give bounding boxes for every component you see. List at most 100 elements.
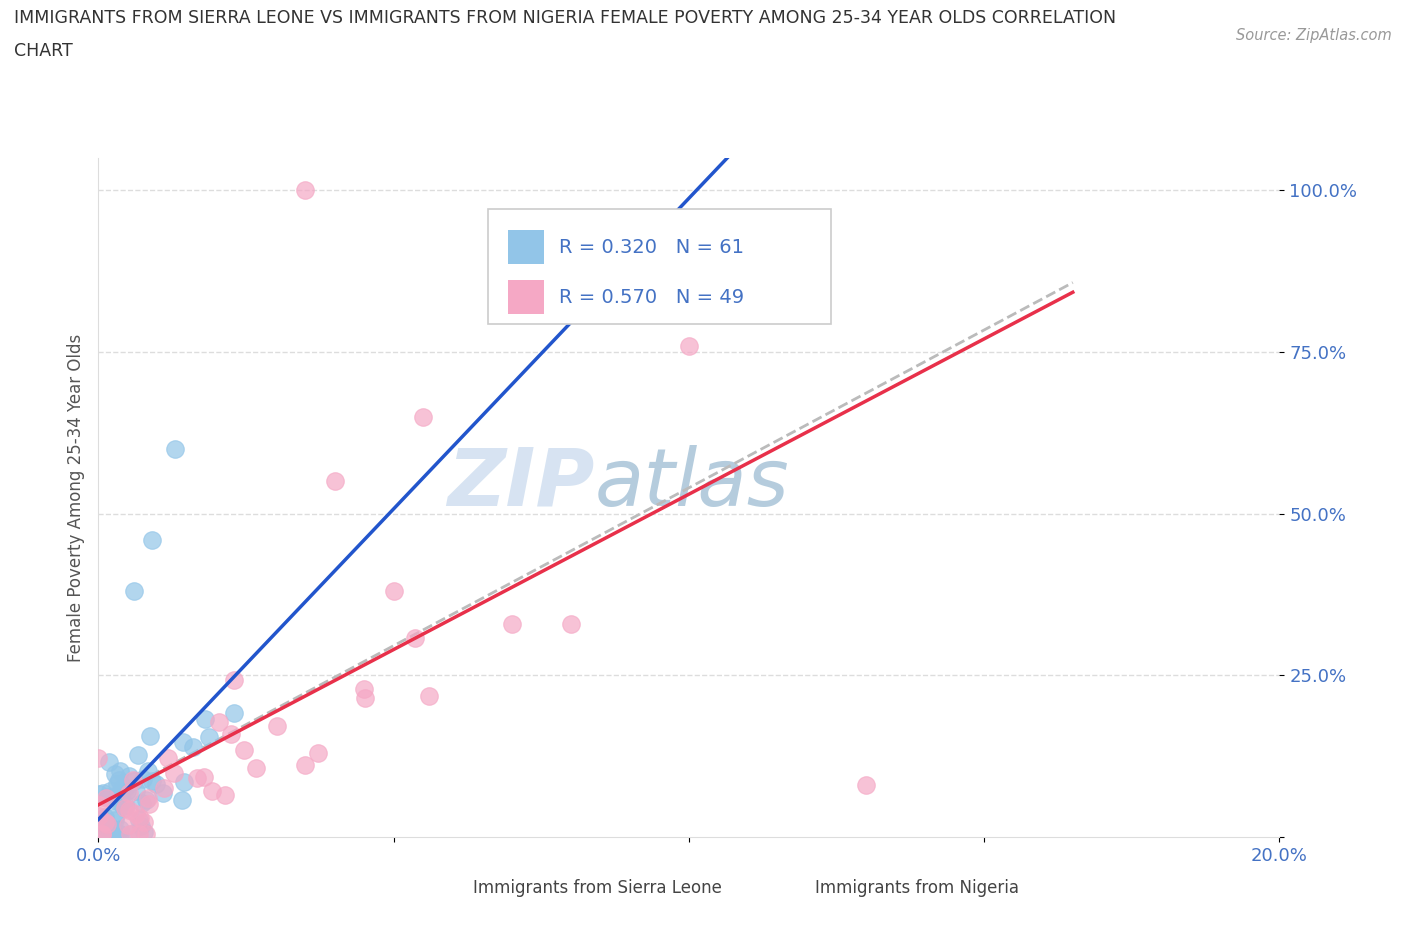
Point — [194, 711, 217, 726]
Point — [266, 719, 288, 734]
Point — [382, 584, 405, 599]
Point — [118, 827, 141, 842]
Point — [294, 757, 316, 772]
Point — [94, 809, 117, 824]
Point — [97, 790, 120, 804]
Point — [108, 773, 131, 788]
Point — [96, 818, 118, 833]
Point — [294, 183, 316, 198]
Point — [114, 798, 136, 813]
Point — [94, 815, 117, 830]
Point — [172, 792, 194, 807]
Point — [104, 827, 127, 842]
Point — [678, 339, 700, 353]
Point — [224, 673, 246, 688]
Point — [208, 715, 231, 730]
Point — [193, 770, 215, 785]
Point — [353, 682, 375, 697]
FancyBboxPatch shape — [508, 280, 544, 314]
Point — [323, 474, 346, 489]
Point — [89, 808, 111, 823]
Point — [107, 787, 129, 802]
FancyBboxPatch shape — [434, 876, 461, 900]
Point — [135, 827, 157, 842]
Point — [560, 617, 582, 631]
Point — [307, 746, 329, 761]
Point — [131, 796, 153, 811]
Point — [201, 783, 224, 798]
Point — [107, 826, 129, 841]
Point — [117, 768, 139, 783]
Point — [90, 827, 112, 842]
Point — [96, 817, 118, 831]
Point — [117, 785, 139, 800]
Text: IMMIGRANTS FROM SIERRA LEONE VS IMMIGRANTS FROM NIGERIA FEMALE POVERTY AMONG 25-: IMMIGRANTS FROM SIERRA LEONE VS IMMIGRAN… — [14, 9, 1116, 27]
Point — [89, 787, 111, 802]
Point — [90, 822, 112, 837]
Point — [111, 780, 134, 795]
Text: Source: ZipAtlas.com: Source: ZipAtlas.com — [1236, 28, 1392, 43]
Point — [93, 786, 115, 801]
Point — [132, 815, 155, 830]
Point — [156, 751, 179, 765]
Point — [855, 777, 877, 792]
FancyBboxPatch shape — [778, 876, 803, 900]
Point — [128, 827, 150, 842]
Point — [110, 796, 132, 811]
Point — [152, 785, 174, 800]
Point — [418, 689, 440, 704]
Point — [117, 817, 139, 832]
Point — [110, 787, 132, 802]
Point — [501, 617, 523, 631]
Point — [219, 726, 242, 741]
Point — [96, 827, 118, 842]
Point — [94, 790, 117, 805]
Point — [222, 705, 245, 720]
Point — [104, 810, 127, 825]
Point — [91, 827, 114, 842]
Point — [354, 691, 377, 706]
Point — [139, 728, 162, 743]
Point — [114, 801, 136, 816]
Point — [197, 730, 219, 745]
Point — [103, 767, 125, 782]
Point — [122, 584, 145, 599]
Point — [103, 827, 125, 842]
Point — [100, 827, 122, 842]
Point — [114, 800, 136, 815]
Point — [98, 783, 121, 798]
Point — [163, 765, 186, 780]
Point — [214, 788, 236, 803]
Point — [98, 755, 121, 770]
FancyBboxPatch shape — [488, 209, 831, 325]
FancyBboxPatch shape — [508, 231, 544, 264]
Point — [138, 796, 160, 811]
Point — [181, 739, 204, 754]
Point — [404, 631, 426, 645]
Point — [186, 770, 208, 785]
Y-axis label: Female Poverty Among 25-34 Year Olds: Female Poverty Among 25-34 Year Olds — [66, 334, 84, 661]
Text: atlas: atlas — [595, 445, 789, 523]
Point — [152, 781, 174, 796]
Text: CHART: CHART — [14, 42, 73, 60]
Point — [172, 735, 194, 750]
Point — [90, 827, 112, 842]
Point — [127, 748, 149, 763]
Text: ZIP: ZIP — [447, 445, 595, 523]
Point — [118, 803, 141, 817]
Point — [104, 813, 127, 828]
Point — [115, 783, 138, 798]
Point — [87, 817, 110, 832]
Point — [233, 742, 256, 757]
Point — [145, 777, 167, 791]
Point — [108, 764, 131, 778]
Point — [107, 793, 129, 808]
Point — [589, 299, 612, 314]
Point — [122, 773, 145, 788]
Point — [111, 798, 134, 813]
Point — [122, 774, 145, 789]
Point — [132, 824, 155, 839]
Point — [245, 760, 267, 775]
Point — [125, 807, 148, 822]
Point — [132, 772, 155, 787]
